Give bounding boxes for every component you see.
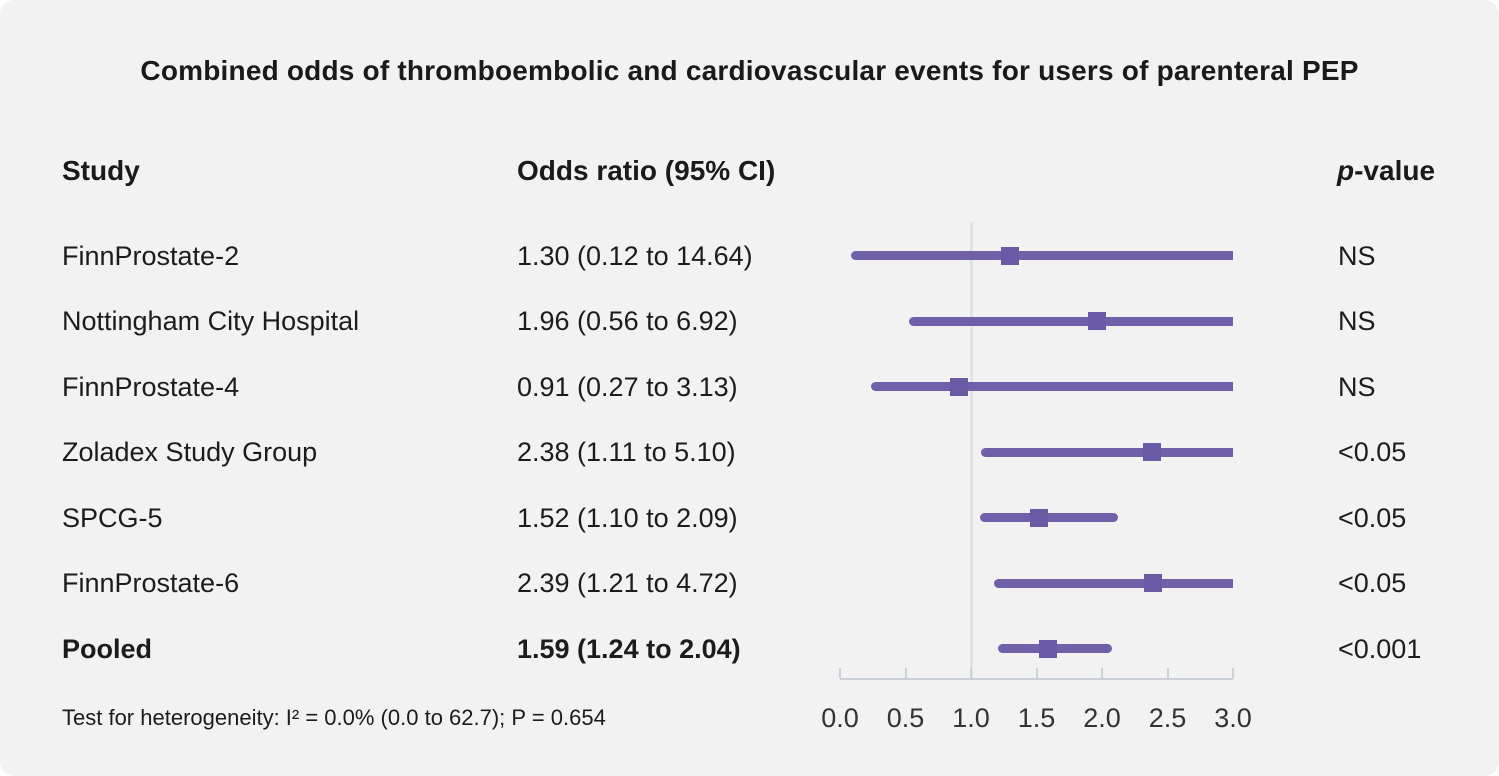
p-value-rest: -value: [1354, 155, 1436, 186]
column-header-study: Study: [62, 155, 140, 186]
odds-ratio-label: 2.39 (1.21 to 4.72): [517, 568, 738, 598]
reference-line: [969, 222, 973, 680]
study-label: Nottingham City Hospital: [62, 306, 360, 336]
p-value-label: <0.05: [1338, 568, 1407, 598]
x-axis-tick: [839, 668, 841, 678]
x-axis-tick-label: 0.5: [886, 703, 925, 733]
odds-ratio-marker: [1144, 574, 1163, 592]
heterogeneity-footnote: Test for heterogeneity: I² = 0.0% (0.0 t…: [62, 705, 606, 730]
x-axis-tick: [1166, 668, 1169, 678]
column-header-odds-ratio: Odds ratio (95% CI): [517, 155, 776, 186]
p-value-label: NS: [1338, 371, 1376, 402]
odds-ratio-marker: [1142, 443, 1161, 461]
study-label: FinnProstate-2: [62, 240, 240, 271]
study-label: FinnProstate-6: [62, 568, 240, 598]
odds-ratio-label: 1.59 (1.24 to 2.04): [517, 633, 741, 664]
odds-ratio-label: 1.30 (0.12 to 14.64): [517, 240, 753, 271]
x-axis-tick-label: 2.5: [1148, 703, 1187, 733]
x-axis-tick-label: 2.0: [1083, 703, 1121, 733]
odds-ratio-label: 2.38 (1.11 to 5.10): [517, 437, 736, 467]
odds-ratio-marker: [1001, 246, 1020, 265]
confidence-interval-line: [851, 251, 1233, 260]
p-value-label: <0.05: [1338, 437, 1407, 467]
x-axis-tick-label: 1.5: [1017, 703, 1056, 733]
odds-ratio-marker: [1087, 312, 1106, 330]
odds-ratio-label: 1.96 (0.56 to 6.92): [517, 306, 738, 336]
study-label: Pooled: [62, 633, 153, 664]
chart-title: Combined odds of thromboembolic and card…: [140, 55, 1359, 86]
odds-ratio-marker: [950, 377, 969, 396]
confidence-interval-line: [980, 447, 1233, 457]
x-axis-tick: [970, 668, 972, 678]
p-value-label: <0.001: [1338, 633, 1422, 664]
odds-ratio-marker: [1030, 508, 1049, 527]
p-value-label: <0.05: [1338, 502, 1407, 533]
p-value-label: NS: [1338, 240, 1376, 271]
odds-ratio-marker: [1039, 639, 1058, 658]
x-axis-tick-label: 1.0: [952, 703, 990, 733]
x-axis-tick-label: 0.0: [821, 703, 859, 733]
x-axis-tick: [904, 668, 907, 678]
confidence-interval-line: [994, 578, 1233, 588]
study-label: SPCG-5: [62, 502, 163, 533]
study-label: Zoladex Study Group: [62, 437, 318, 467]
p-value-italic-p: p: [1337, 155, 1355, 186]
study-label: FinnProstate-4: [62, 371, 240, 402]
confidence-interval-line: [979, 513, 1119, 522]
x-axis-tick: [1035, 668, 1038, 678]
x-axis-tick: [1232, 668, 1234, 678]
odds-ratio-label: 0.91 (0.27 to 3.13): [517, 371, 738, 402]
odds-ratio-label: 1.52 (1.10 to 2.09): [517, 502, 738, 533]
x-axis-line: [840, 678, 1233, 680]
column-header-p-value: p-value: [1337, 155, 1435, 187]
x-axis-tick: [1101, 668, 1103, 678]
confidence-interval-line: [908, 316, 1233, 326]
p-value-label: NS: [1338, 306, 1376, 336]
x-axis-tick-label: 3.0: [1214, 703, 1252, 733]
confidence-interval-line: [870, 382, 1233, 391]
